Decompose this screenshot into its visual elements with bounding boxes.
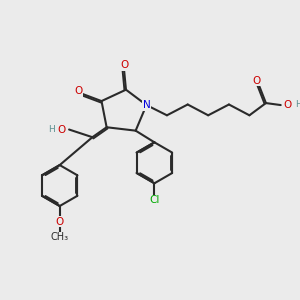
Text: O: O bbox=[56, 217, 64, 227]
Text: O: O bbox=[120, 60, 128, 70]
Text: O: O bbox=[284, 100, 292, 110]
Text: H: H bbox=[295, 100, 300, 109]
Text: Cl: Cl bbox=[149, 195, 160, 205]
Text: N: N bbox=[142, 100, 150, 110]
Text: O: O bbox=[74, 86, 82, 96]
Text: H: H bbox=[48, 125, 55, 134]
Text: O: O bbox=[253, 76, 261, 85]
Text: O: O bbox=[57, 124, 66, 134]
Text: CH₃: CH₃ bbox=[51, 232, 69, 242]
